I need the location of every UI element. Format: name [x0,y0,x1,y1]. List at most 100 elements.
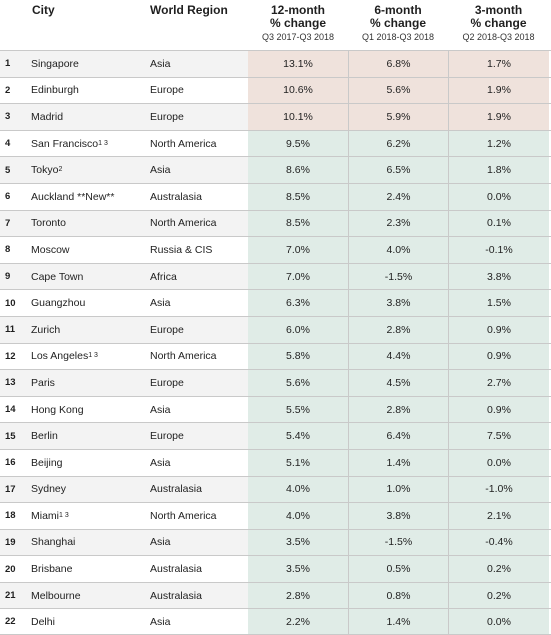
city-cell: San Francisco 1 3 [31,137,108,150]
city-name: Paris [31,376,55,389]
city-cell: Singapore [31,51,79,77]
region-cell: Europe [150,323,184,336]
row-stripe [0,582,248,609]
change-3-month-cell: 0.1% [448,210,549,237]
row-stripe [0,370,248,396]
change-12-month-cell: 5.8% [248,343,348,370]
change-12-month-cell: 8.6% [248,157,348,183]
table-header: City World Region 12-month % change Q3 2… [0,0,551,50]
city-name: Tokyo [31,164,59,177]
city-cell: Paris [31,370,55,396]
header-6-month: 6-month % change Q1 2018-Q3 2018 [348,4,448,43]
rank-cell: 12 [5,350,16,362]
city-cell: Los Angeles 1 3 [31,350,98,363]
rank-cell: 15 [5,430,16,442]
table-row: 5 Tokyo 2 Asia 8.6% 6.5% 1.8% [0,156,551,183]
header-12-month-period: Q3 2017-Q3 2018 [261,32,335,42]
change-12-month-cell: 8.5% [248,183,348,210]
change-3-month-cell: -0.1% [448,237,549,263]
city-name: Brisbane [31,563,73,576]
header-city: City [32,3,55,17]
rank-cell: 13 [5,377,16,389]
rank-cell: 6 [5,191,11,203]
change-12-month-cell: 3.5% [248,556,348,582]
rank-cell: 14 [5,404,16,416]
city-name: Toronto [31,217,67,230]
change-12-month-cell: 6.0% [248,316,348,343]
header-3-month-line2: % change [470,16,527,30]
change-6-month-cell: 2.8% [348,396,448,423]
table-row: 18 Miami 1 3 North America 4.0% 3.8% 2.1% [0,502,551,529]
city-cell: Miami 1 3 [31,509,69,522]
table-row: 11 Zurich Europe 6.0% 2.8% 0.9% [0,315,551,343]
change-12-month-cell: 5.1% [248,449,348,476]
row-stripe [0,157,248,183]
city-name: Hong Kong [31,403,84,416]
row-stripe [0,51,248,77]
change-12-month-cell: 9.5% [248,130,348,157]
change-3-month-cell: 1.9% [448,77,549,104]
change-12-month-cell: 2.2% [248,609,348,635]
city-name: Miami [31,509,59,522]
change-3-month-cell: 1.8% [448,157,549,183]
table-row: 22 Delhi Asia 2.2% 1.4% 0.0% [0,608,551,635]
rank-cell: 16 [5,457,16,469]
change-3-month-cell: 0.2% [448,582,549,609]
table-row: 7 Toronto North America 8.5% 2.3% 0.1% [0,209,551,237]
header-6-month-line2: % change [369,16,426,30]
change-6-month-cell: 4.5% [348,370,448,396]
region-cell: Europe [150,430,184,443]
region-cell: Asia [150,297,171,310]
change-12-month-cell: 3.5% [248,529,348,556]
city-name: Shanghai [31,536,76,549]
change-12-month-cell: 6.3% [248,290,348,316]
table-row: 3 Madrid Europe 10.1% 5.9% 1.9% [0,103,551,130]
change-6-month-cell: -1.5% [348,263,448,290]
region-cell: Australasia [150,589,202,602]
city-cell: Tokyo 2 [31,164,63,177]
change-3-month-cell: 1.7% [448,51,549,77]
city-cell: Moscow [31,237,70,263]
table-row: 16 Beijing Asia 5.1% 1.4% 0.0% [0,448,551,476]
region-cell: North America [150,217,217,230]
row-stripe [0,423,248,449]
region-cell: Asia [150,615,171,628]
header-12-month-line1: 12-month [271,3,325,17]
change-3-month-cell: 0.9% [448,396,549,423]
change-3-month-cell: 7.5% [448,423,549,449]
change-12-month-cell: 5.6% [248,370,348,396]
change-6-month-cell: 3.8% [348,290,448,316]
region-cell: Russia & CIS [150,243,213,256]
row-stripe [0,210,248,237]
city-cell: Auckland **New** [31,184,114,210]
change-3-month-cell: -1.0% [448,476,549,503]
table-row: 2 Edinburgh Europe 10.6% 5.6% 1.9% [0,76,551,104]
change-3-month-cell: 0.2% [448,556,549,582]
region-cell: Asia [150,403,171,416]
change-3-month-cell: 0.0% [448,183,549,210]
header-12-month: 12-month % change Q3 2017-Q3 2018 [248,4,348,43]
region-cell: Africa [150,270,177,283]
change-3-month-cell: 0.9% [448,343,549,370]
rank-cell: 20 [5,563,16,575]
city-name: Auckland **New** [31,190,115,203]
header-region: World Region [150,3,228,17]
header-3-month: 3-month % change Q2 2018-Q3 2018 [448,4,549,43]
city-name: Los Angeles [31,350,89,363]
region-cell: Europe [150,84,184,97]
change-6-month-cell: 0.8% [348,582,448,609]
city-cell: Shanghai [31,530,75,556]
change-6-month-cell: -1.5% [348,529,448,556]
change-6-month-cell: 1.0% [348,476,448,503]
row-stripe [0,263,248,290]
table-row: 6 Auckland **New** Australasia 8.5% 2.4% 0.0% [0,182,551,210]
region-cell: Asia [150,456,171,469]
change-12-month-cell: 10.1% [248,104,348,130]
change-6-month-cell: 5.6% [348,77,448,104]
rank-cell: 19 [5,536,16,548]
row-stripe [0,316,248,343]
change-12-month-cell: 7.0% [248,237,348,263]
table-row: 20 Brisbane Australasia 3.5% 0.5% 0.2% [0,555,551,582]
change-6-month-cell: 1.4% [348,609,448,635]
